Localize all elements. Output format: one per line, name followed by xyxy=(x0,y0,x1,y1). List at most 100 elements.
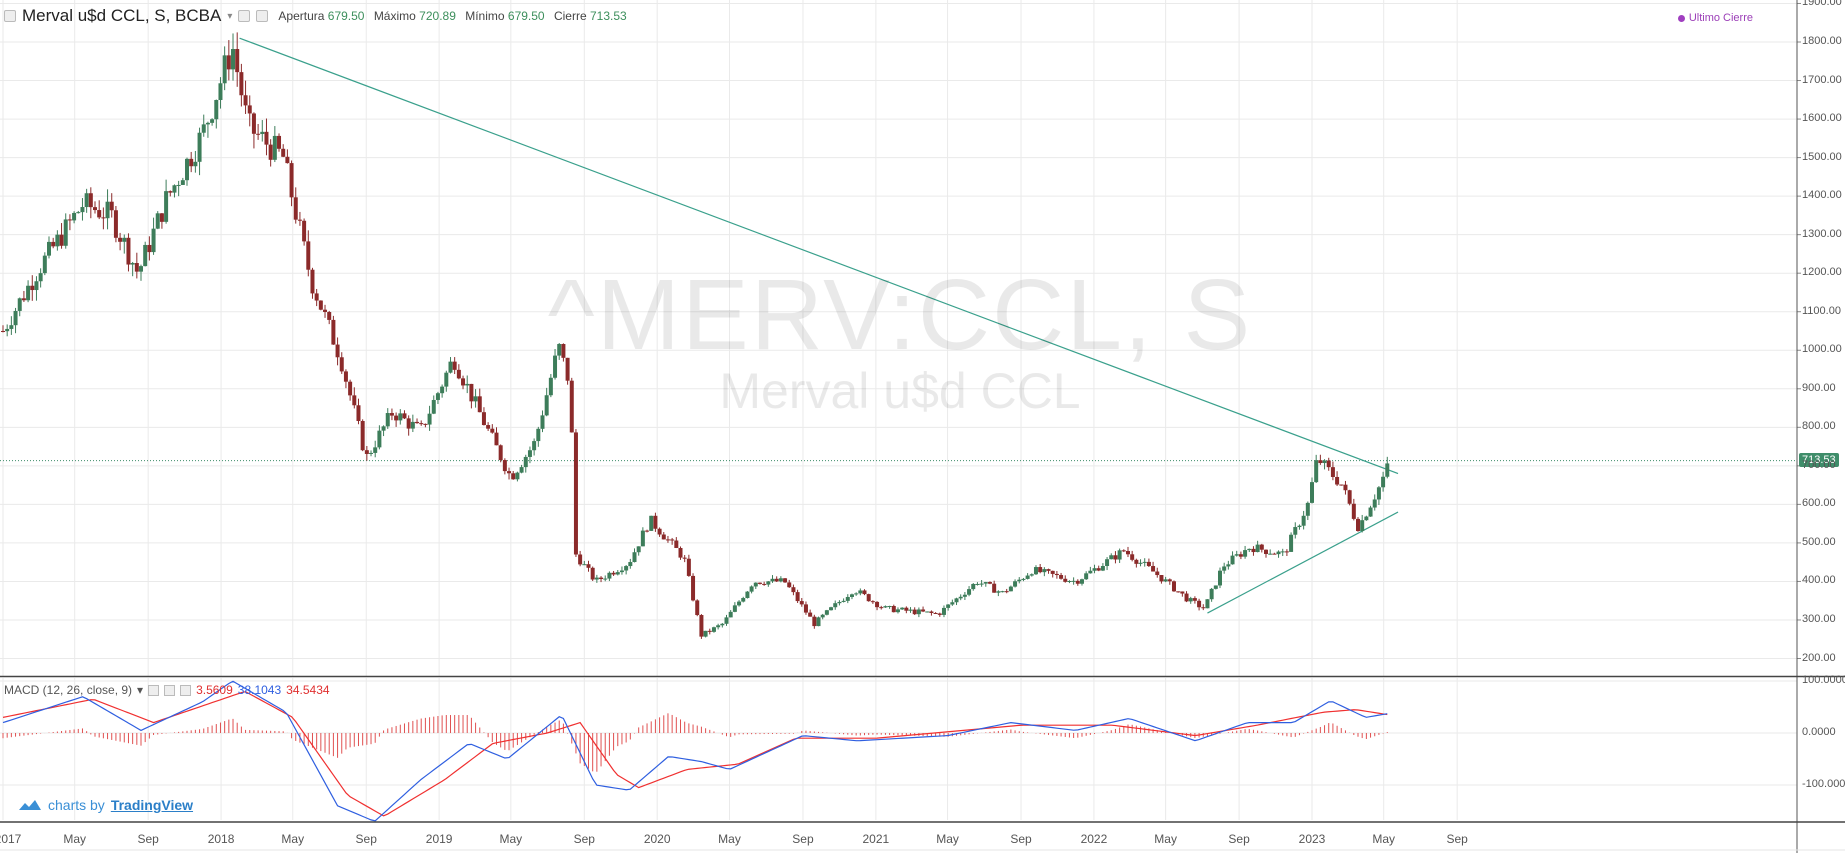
close-label: Cierre xyxy=(553,9,587,23)
candle-body xyxy=(741,598,746,602)
symbol-title[interactable]: Merval u$d CCL, S, BCBA xyxy=(22,6,222,25)
candle-body xyxy=(527,450,532,457)
candle-body xyxy=(67,219,72,221)
candle-body xyxy=(607,572,612,579)
candle-body xyxy=(34,281,39,291)
candle-body xyxy=(778,578,783,582)
settings-icon[interactable] xyxy=(164,684,176,696)
candle-body xyxy=(732,605,737,612)
candle-body xyxy=(415,421,420,424)
candle-body xyxy=(1067,580,1072,582)
candle-body xyxy=(147,244,152,253)
candle-body xyxy=(1222,566,1227,571)
price-axis[interactable] xyxy=(1797,0,1845,853)
candle-body xyxy=(1184,593,1189,602)
close-value: 713.53 xyxy=(589,9,627,23)
candle-body xyxy=(724,617,729,624)
candle-body xyxy=(950,602,955,605)
candle-body xyxy=(540,415,545,429)
candle-body xyxy=(113,210,118,238)
candle-body xyxy=(716,625,721,628)
candle-body xyxy=(398,413,403,421)
candle-body xyxy=(1259,544,1264,550)
candle-body xyxy=(645,530,650,532)
trendline[interactable] xyxy=(1207,511,1399,614)
candle-body xyxy=(1293,527,1298,535)
macd-pane xyxy=(2,680,1388,822)
trendlines[interactable] xyxy=(239,37,1399,614)
last-close-legend[interactable]: Ultimo Cierre xyxy=(1677,12,1753,24)
y-tick-label: 1700.00 xyxy=(1802,73,1842,86)
candle-body xyxy=(557,344,562,356)
candle-body xyxy=(816,617,821,627)
candle-body xyxy=(1033,567,1038,575)
candle-body xyxy=(523,456,528,468)
candle-body xyxy=(854,593,859,595)
candle-body xyxy=(465,383,470,386)
chevron-down-icon[interactable]: ▾ xyxy=(137,683,144,697)
candle-body xyxy=(373,447,378,453)
open-label: Apertura xyxy=(278,9,325,23)
chevron-down-icon[interactable]: ▾ xyxy=(227,10,233,22)
candle-body xyxy=(737,601,742,606)
y-tick-label: 300.00 xyxy=(1802,612,1836,625)
candle-body xyxy=(674,540,679,548)
candle-body xyxy=(1000,591,1005,593)
candle-body xyxy=(1263,549,1268,554)
candle-body xyxy=(1351,503,1356,519)
candle-body xyxy=(686,558,691,576)
candle-body xyxy=(624,566,629,571)
macd-title[interactable]: MACD (12, 26, close, 9) xyxy=(4,683,133,697)
candle-body xyxy=(210,119,215,123)
macd-signal-value: 34.5434 xyxy=(286,683,330,697)
candle-body xyxy=(946,604,951,608)
branding-link[interactable]: TradingView xyxy=(110,797,194,813)
candle-body xyxy=(126,237,131,265)
candle-body xyxy=(837,601,842,604)
candle-body xyxy=(327,312,332,320)
candle-body xyxy=(770,578,775,582)
candle-body xyxy=(640,530,645,547)
candle-body xyxy=(122,237,127,242)
x-tick-label: Sep xyxy=(792,832,814,846)
candle-body xyxy=(1130,554,1135,560)
time-axis[interactable] xyxy=(0,823,1845,853)
candle-body xyxy=(456,369,461,379)
candle-body xyxy=(260,131,265,135)
candle-body xyxy=(1226,564,1231,567)
candle-body xyxy=(1125,550,1130,555)
candle-body xyxy=(1301,515,1306,526)
candle-body xyxy=(615,572,620,575)
watermark-description: Merval u$d CCL xyxy=(719,363,1081,419)
candle-body xyxy=(619,570,624,573)
candle-body xyxy=(318,300,323,310)
x-tick-label: 2023 xyxy=(1298,832,1326,846)
candle-body xyxy=(1105,559,1110,567)
candle-body xyxy=(1079,579,1084,584)
settings-icon[interactable] xyxy=(256,10,269,22)
candle-body xyxy=(1343,484,1348,491)
candle-body xyxy=(1138,562,1143,564)
candle-body xyxy=(180,180,185,185)
candle-body xyxy=(908,609,913,611)
candle-body xyxy=(1113,555,1118,560)
macd-signal-line xyxy=(2,691,1388,817)
candle-body xyxy=(753,582,758,587)
eye-icon[interactable] xyxy=(238,10,251,22)
candle-body xyxy=(51,241,56,247)
candle-body xyxy=(1280,551,1285,553)
eye-icon[interactable] xyxy=(148,684,160,696)
close-icon[interactable] xyxy=(180,684,192,696)
trendline[interactable] xyxy=(239,37,1399,475)
candle-body xyxy=(573,432,578,555)
candle-body xyxy=(1059,575,1064,579)
collapse-icon[interactable] xyxy=(4,10,16,22)
x-tick-label: May xyxy=(281,832,305,846)
candle-body xyxy=(1134,559,1139,564)
tradingview-branding[interactable]: charts by TradingView xyxy=(18,797,193,813)
candle-body xyxy=(205,122,210,125)
x-tick-label: 2017 xyxy=(0,832,22,846)
high-value: 720.89 xyxy=(419,9,456,23)
